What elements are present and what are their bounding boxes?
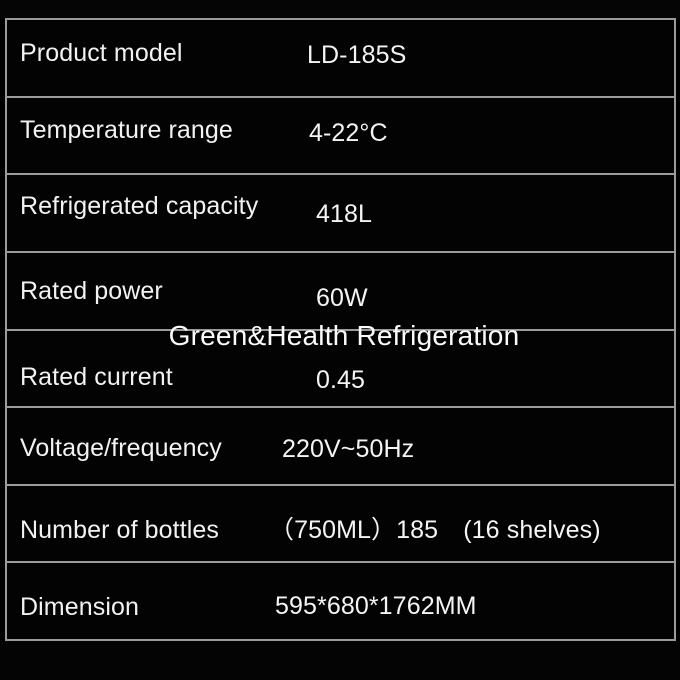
table-row: Dimension 595*680*1762MM (7, 563, 674, 639)
spec-label-number-of-bottles: Number of bottles (20, 515, 220, 544)
spec-label-temperature-range: Temperature range (20, 115, 233, 144)
background-artifact (0, 0, 680, 18)
spec-label-rated-current: Rated current (20, 362, 173, 391)
table-row: Number of bottles （750ML）185 (16 shelves… (7, 485, 674, 564)
spec-value-refrigerated-capacity: 418L (316, 200, 373, 229)
spec-value-rated-current: 0.45 (316, 365, 366, 394)
spec-value-number-of-bottles: （750ML）185 (16 shelves) (269, 515, 601, 544)
table-row: Temperature range 4-22°C (7, 97, 674, 176)
spec-value-voltage-frequency: 220V~50Hz (282, 435, 415, 464)
spec-label-rated-power: Rated power (20, 276, 163, 305)
spec-label-dimension: Dimension (20, 593, 140, 622)
background-artifact (0, 641, 680, 680)
table-row: Rated current 0.45 (7, 330, 674, 409)
spec-value-temperature-range: 4-22°C (309, 118, 388, 147)
spec-label-voltage-frequency: Voltage/frequency (20, 434, 222, 463)
spec-value-rated-power: 60W (316, 283, 368, 312)
table-row: Product model LD-185S (7, 20, 674, 98)
spec-label-refrigerated-capacity: Refrigerated capacity (20, 192, 259, 221)
specification-table: Product model LD-185S Temperature range … (5, 18, 676, 641)
table-row: Rated power 60W (7, 252, 674, 331)
table-row: Refrigerated capacity 418L (7, 175, 674, 253)
table-row: Voltage/frequency 220V~50Hz (7, 408, 674, 486)
spec-value-product-model: LD-185S (307, 41, 407, 69)
spec-value-dimension: 595*680*1762MM (275, 592, 477, 621)
spec-label-product-model: Product model (20, 39, 183, 67)
